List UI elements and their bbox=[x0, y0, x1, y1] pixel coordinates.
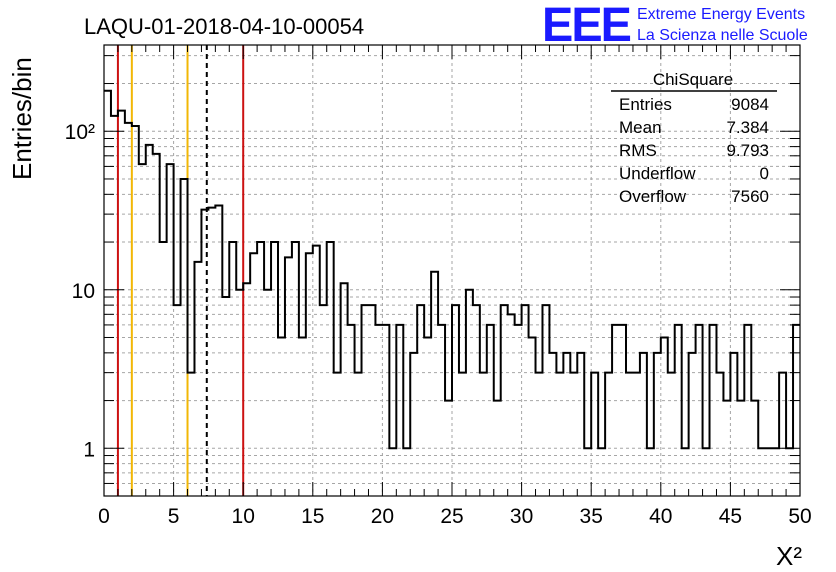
eee-logo: EEE Extreme Energy Events La Scienza nel… bbox=[542, 0, 808, 52]
stats-box: ChiSquare Entries 9084 Mean 7.384 RMS 9.… bbox=[611, 70, 777, 206]
x-tick-label: 0 bbox=[98, 505, 110, 528]
logo-line-2: La Scienza nelle Scuole bbox=[637, 27, 808, 44]
axis-ticks bbox=[103, 45, 801, 497]
y-tick-labels: 1 10 10² bbox=[65, 121, 95, 461]
logo-mark: EEE bbox=[542, 0, 631, 52]
stats-label-overflow: Overflow bbox=[619, 187, 687, 206]
y-tick-label: 10² bbox=[65, 121, 95, 144]
x-tick-label: 15 bbox=[301, 505, 324, 528]
x-tick-label: 10 bbox=[232, 505, 255, 528]
y-tick-label: 10 bbox=[72, 280, 95, 303]
stats-value-underflow: 0 bbox=[760, 164, 769, 183]
grid bbox=[104, 45, 800, 497]
stats-label-entries: Entries bbox=[619, 95, 672, 114]
x-axis-label: X² bbox=[776, 541, 802, 571]
stats-box-title: ChiSquare bbox=[653, 70, 733, 89]
x-tick-label: 35 bbox=[580, 505, 603, 528]
histogram-series bbox=[104, 89, 800, 450]
stats-value-rms: 9.793 bbox=[726, 141, 769, 160]
x-tick-label: 30 bbox=[510, 505, 533, 528]
x-tick-label: 5 bbox=[168, 505, 180, 528]
x-tick-labels: 0 5 10 15 20 25 30 35 40 45 50 bbox=[98, 505, 812, 528]
x-tick-label: 20 bbox=[371, 505, 394, 528]
stats-value-overflow: 7560 bbox=[731, 187, 769, 206]
vertical-markers bbox=[116, 45, 245, 496]
chart-title: LAQU-01-2018-04-10-00054 bbox=[84, 14, 364, 39]
stats-label-rms: RMS bbox=[619, 141, 657, 160]
x-tick-label: 45 bbox=[719, 505, 742, 528]
y-tick-label: 1 bbox=[83, 438, 95, 461]
x-tick-label: 25 bbox=[440, 505, 463, 528]
stats-label-underflow: Underflow bbox=[619, 164, 696, 183]
x-tick-label: 50 bbox=[788, 505, 811, 528]
stats-value-entries: 9084 bbox=[731, 95, 769, 114]
stats-label-mean: Mean bbox=[619, 118, 662, 137]
stats-value-mean: 7.384 bbox=[726, 118, 769, 137]
y-axis-label: Entries/bin bbox=[7, 57, 37, 180]
logo-line-1: Extreme Energy Events bbox=[637, 6, 805, 23]
x-tick-label: 40 bbox=[649, 505, 672, 528]
